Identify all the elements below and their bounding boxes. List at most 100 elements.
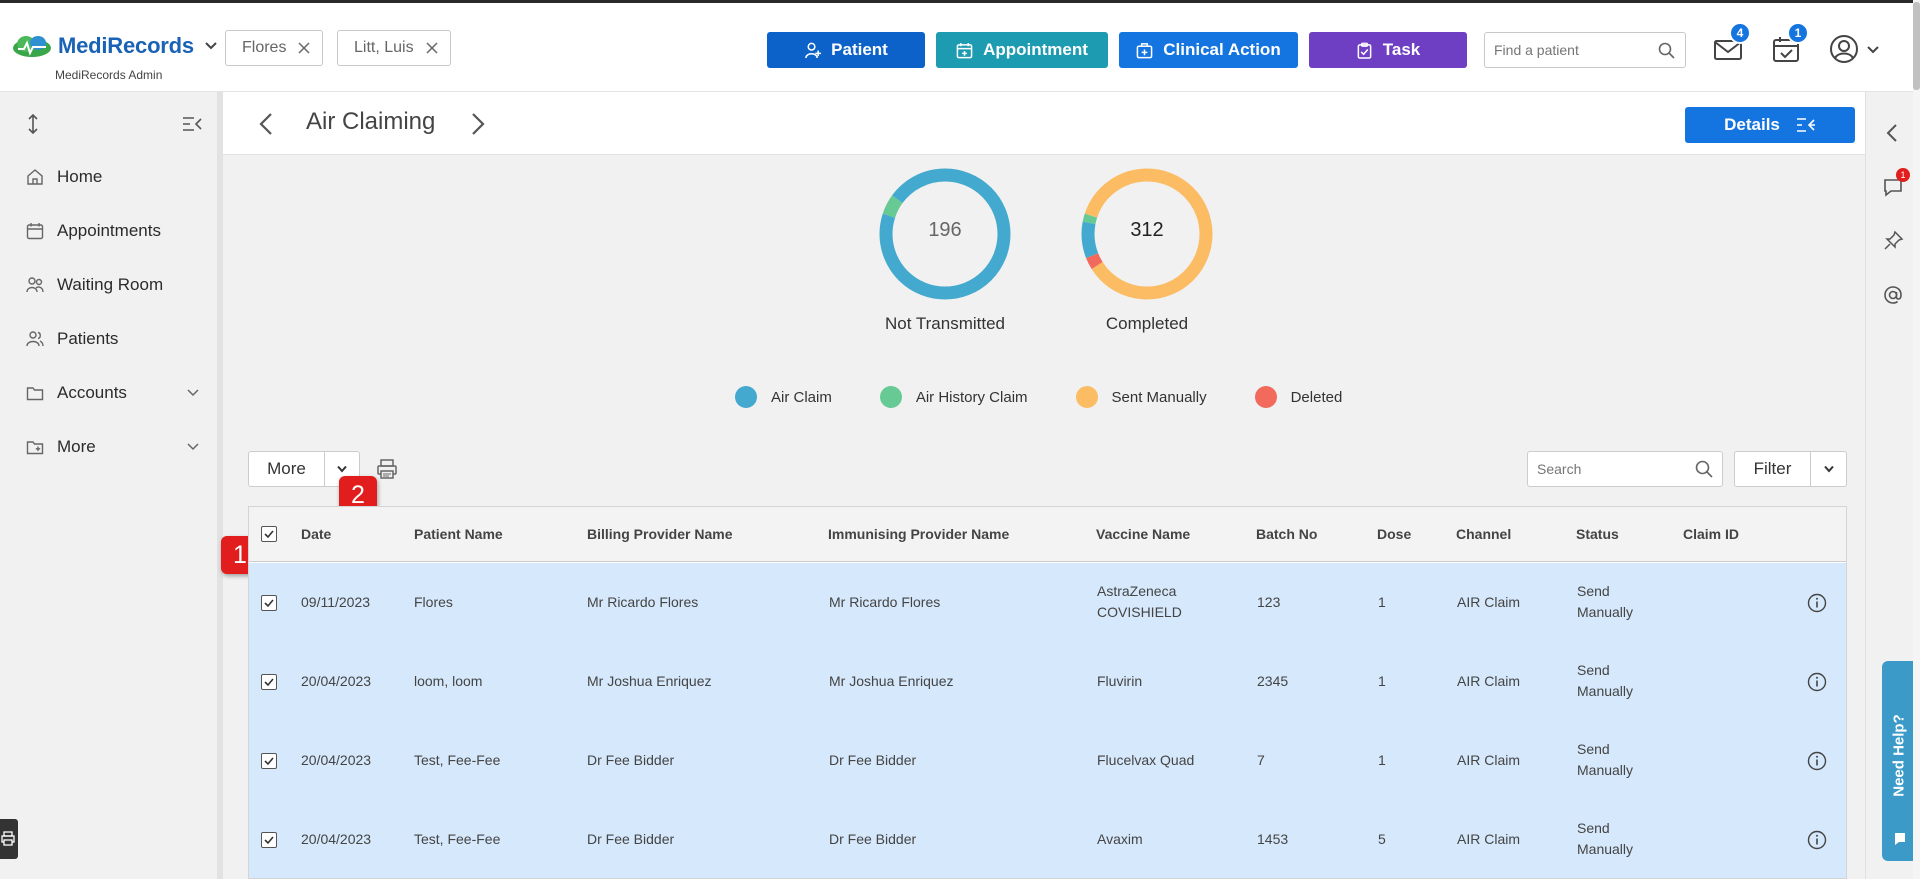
cell-dose: 1 xyxy=(1378,673,1386,689)
patient-chip-label: Flores xyxy=(242,39,287,56)
appointment-button[interactable]: Appointment xyxy=(936,32,1108,68)
need-help-tab[interactable]: Need Help? xyxy=(1882,661,1915,861)
donut-slice-sent-manually xyxy=(1081,168,1213,300)
add-user-icon xyxy=(805,42,822,58)
pin-icon[interactable] xyxy=(1882,230,1904,252)
table-header: Date Patient Name Billing Provider Name … xyxy=(249,507,1846,562)
sidebar-item-appointments[interactable]: Appointments xyxy=(0,211,217,251)
app-logo[interactable]: MediRecords xyxy=(12,33,218,59)
chevron-down-icon[interactable] xyxy=(204,39,218,53)
scrollbar-thumb[interactable] xyxy=(1913,2,1920,90)
cell-status: Send Manually xyxy=(1577,820,1634,857)
collapse-panel-icon xyxy=(1796,118,1815,132)
calendar-add-icon xyxy=(956,42,973,58)
column-header-batch-no[interactable]: Batch No xyxy=(1256,526,1318,542)
not-transmitted-chart: 196 Not Transmitted xyxy=(875,164,1015,334)
clipboard-check-icon xyxy=(1357,42,1372,59)
sidebar-item-label: Home xyxy=(57,167,103,186)
expand-vertical-icon[interactable] xyxy=(24,114,42,134)
info-icon[interactable] xyxy=(1807,830,1827,850)
column-header-billing-provider[interactable]: Billing Provider Name xyxy=(587,526,733,542)
chevron-right-icon[interactable] xyxy=(465,112,489,136)
table-row[interactable]: 20/04/2023 Test, Fee-Fee Dr Fee Bidder D… xyxy=(249,721,1846,800)
sidebar-item-accounts[interactable]: Accounts xyxy=(0,373,217,413)
find-patient-input[interactable] xyxy=(1485,33,1645,67)
chevron-left-icon[interactable] xyxy=(255,112,279,136)
messages-button[interactable]: 4 xyxy=(1712,22,1751,65)
table-search-input[interactable] xyxy=(1528,452,1678,486)
column-header-patient-name[interactable]: Patient Name xyxy=(414,526,503,542)
cell-billing-provider: Mr Joshua Enriquez xyxy=(587,673,712,689)
check-icon xyxy=(264,530,274,539)
cell-patient-name: Flores xyxy=(414,594,453,610)
mail-icon xyxy=(1714,40,1742,60)
not-transmitted-donut xyxy=(879,168,1011,300)
chevron-left-icon[interactable] xyxy=(1882,122,1904,144)
row-checkbox[interactable] xyxy=(261,753,277,769)
details-button[interactable]: Details xyxy=(1685,107,1855,143)
chevron-down-icon xyxy=(187,389,199,397)
calendar-check-icon xyxy=(1773,37,1799,62)
sidebar-item-home[interactable]: Home xyxy=(0,157,217,197)
filter-dropdown[interactable]: Filter xyxy=(1734,451,1847,487)
cell-status: Send Manually xyxy=(1577,741,1634,778)
info-icon[interactable] xyxy=(1807,672,1827,692)
cell-billing-provider: Mr Ricardo Flores xyxy=(587,594,699,610)
column-header-claim-id[interactable]: Claim ID xyxy=(1683,526,1740,542)
more-button[interactable]: More xyxy=(249,452,325,486)
task-button[interactable]: Task xyxy=(1309,32,1467,68)
brand-name: MediRecords xyxy=(58,33,194,58)
legend-label: Sent Manually xyxy=(1111,388,1207,406)
cell-batch-no: 123 xyxy=(1257,594,1281,610)
column-header-date[interactable]: Date xyxy=(301,526,332,542)
row-checkbox[interactable] xyxy=(261,832,277,848)
legend-swatch xyxy=(735,386,757,408)
chat-bubble-icon xyxy=(1895,833,1905,845)
at-mention-icon[interactable] xyxy=(1882,284,1904,306)
column-header-dose[interactable]: Dose xyxy=(1377,526,1412,542)
table-row[interactable]: 20/04/2023 loom, loom Mr Joshua Enriquez… xyxy=(249,642,1846,721)
side-print-tab[interactable] xyxy=(0,819,18,859)
cell-patient-name: Test, Fee-Fee xyxy=(414,752,501,768)
info-icon[interactable] xyxy=(1807,593,1827,613)
cell-immunising-provider: Dr Fee Bidder xyxy=(829,831,917,847)
close-icon[interactable] xyxy=(426,42,438,54)
task-button-label: Task xyxy=(1382,40,1421,59)
collapse-sidebar-icon[interactable] xyxy=(182,116,202,132)
row-checkbox[interactable] xyxy=(261,674,277,690)
more-dropdown-toggle[interactable] xyxy=(325,452,359,486)
user-menu[interactable] xyxy=(1828,33,1884,65)
filter-dropdown-toggle[interactable] xyxy=(1811,452,1846,486)
table-row[interactable]: 20/04/2023 Test, Fee-Fee Dr Fee Bidder D… xyxy=(249,800,1846,878)
column-header-vaccine-name[interactable]: Vaccine Name xyxy=(1096,526,1191,542)
printer-icon[interactable] xyxy=(376,458,398,480)
column-header-status[interactable]: Status xyxy=(1576,526,1619,542)
search-icon[interactable] xyxy=(1695,460,1713,478)
select-all-checkbox[interactable] xyxy=(261,526,277,542)
right-rail: 1 Need Help? xyxy=(1865,92,1920,879)
row-checkbox[interactable] xyxy=(261,595,277,611)
table-search[interactable] xyxy=(1527,451,1723,487)
info-icon[interactable] xyxy=(1807,751,1827,771)
logo-cloud-icon xyxy=(13,36,51,57)
mail-count-badge: 4 xyxy=(1729,22,1751,44)
find-patient-search[interactable] xyxy=(1484,32,1686,68)
patient-chip[interactable]: Flores xyxy=(225,30,324,66)
filter-button[interactable]: Filter xyxy=(1735,452,1811,486)
search-icon[interactable] xyxy=(1658,42,1675,59)
patient-button[interactable]: Patient xyxy=(767,32,925,68)
page-scrollbar[interactable] xyxy=(1913,0,1920,879)
need-help-label: Need Help? xyxy=(1890,714,1908,797)
column-header-channel[interactable]: Channel xyxy=(1456,526,1512,542)
users-icon xyxy=(26,331,44,347)
patient-chip[interactable]: Litt, Luis xyxy=(337,30,451,66)
calendar-tasks-button[interactable]: 1 xyxy=(1770,22,1809,65)
column-header-immunising-provider[interactable]: Immunising Provider Name xyxy=(828,526,1010,542)
sidebar-item-waiting-room[interactable]: Waiting Room xyxy=(0,265,217,305)
table-row[interactable]: 09/11/2023 Flores Mr Ricardo Flores Mr R… xyxy=(249,563,1846,642)
close-icon[interactable] xyxy=(298,42,310,54)
sidebar-item-patients[interactable]: Patients xyxy=(0,319,217,359)
details-button-label: Details xyxy=(1724,115,1780,134)
clinical-action-button[interactable]: Clinical Action xyxy=(1119,32,1298,68)
sidebar-item-more[interactable]: More xyxy=(0,427,217,467)
